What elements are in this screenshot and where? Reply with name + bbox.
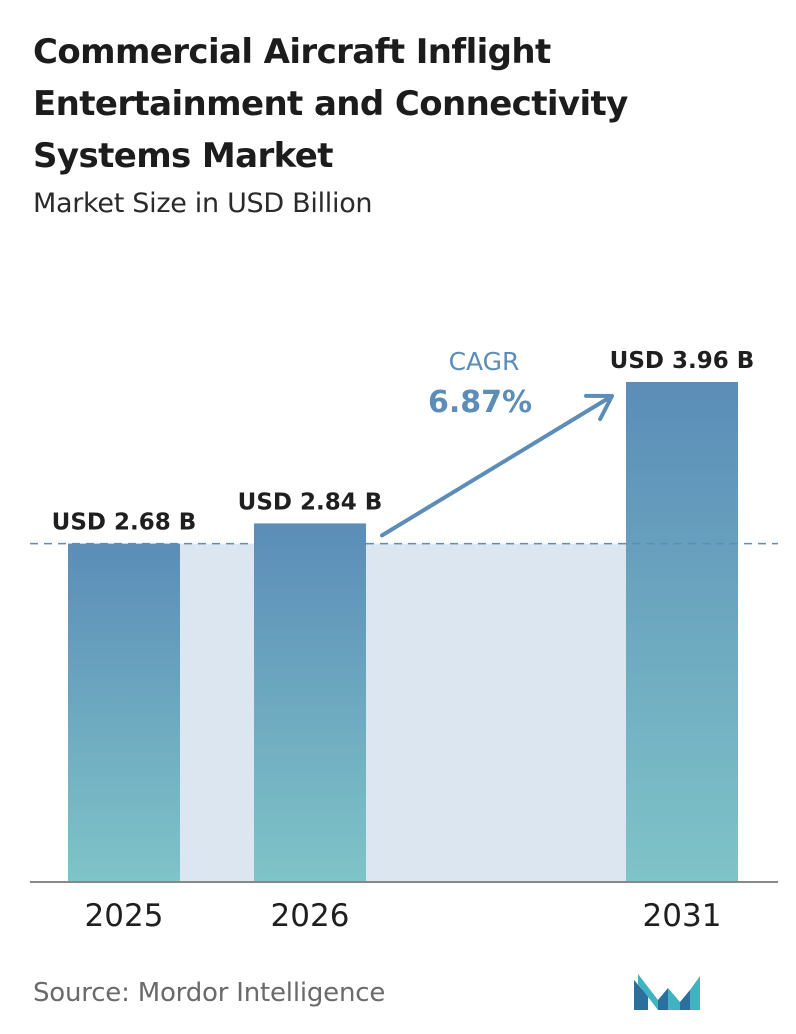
cagr-arrow [380,393,614,538]
x-tick-label-2026: 2026 [271,898,350,934]
bar-2031 [626,382,738,882]
x-tick-label-2025: 2025 [85,898,164,934]
bar-2026 [254,523,366,882]
cagr-value: 6.87% [428,385,532,420]
chart-subtitle: Market Size in USD Billion [33,188,373,219]
mordor-intelligence-logo-icon [634,974,700,1010]
data-label-2026: USD 2.84 B [238,489,383,515]
bar-chart: USD 2.68 B USD 2.84 B USD 3.96 B 2025 2026 2… [30,347,778,934]
data-label-2031: USD 3.96 B [610,348,755,374]
x-tick-label-2031: 2031 [643,898,722,934]
source-text: Source: Mordor Intelligence [33,978,386,1008]
chart-title: Commercial Aircraft Inflight Entertainme… [33,32,628,176]
bar-2025 [68,543,180,882]
data-label-2025: USD 2.68 B [52,510,197,536]
baseline-band [180,543,254,882]
cagr-label: CAGR [449,347,520,376]
baseline-band [366,543,626,882]
